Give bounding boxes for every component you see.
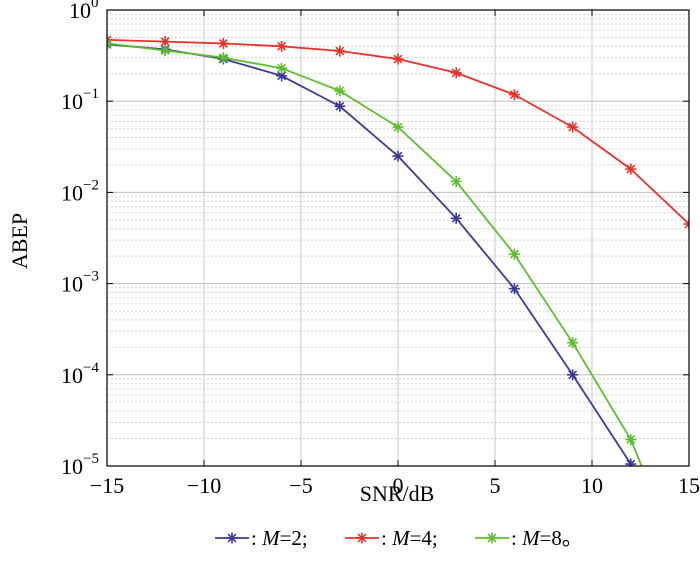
y-tick-exponent: −4 — [83, 360, 99, 376]
legend-label: : M=2; — [251, 526, 308, 550]
data-point-marker — [508, 283, 520, 295]
legend-label: : M=8。 — [511, 526, 583, 550]
data-point-marker — [159, 44, 171, 56]
legend-item: : M=2; — [215, 526, 308, 550]
y-tick-exponent: −5 — [83, 451, 99, 467]
y-tick-label: 10 −3 — [61, 269, 99, 297]
y-tick-exponent: −3 — [83, 269, 99, 285]
data-point-marker — [567, 121, 579, 133]
x-tick-label: 10 — [581, 473, 603, 498]
x-tick-label: 0 — [393, 473, 404, 498]
data-point-marker — [392, 121, 404, 133]
y-tick-base: 10 — [69, 0, 91, 23]
y-tick-base: 10 — [61, 454, 83, 479]
data-point-marker — [159, 36, 171, 48]
y-tick-label: 10 −1 — [61, 86, 99, 114]
series-M-2 — [107, 38, 637, 466]
x-tick-label: 5 — [490, 473, 501, 498]
data-point-marker — [508, 248, 520, 260]
data-point-marker — [450, 175, 462, 187]
legend-item: : M=4; — [345, 526, 438, 550]
y-tick-label: 10 0 — [69, 0, 99, 23]
data-point-marker — [625, 163, 637, 175]
data-point-marker — [567, 337, 579, 349]
data-point-marker — [334, 85, 346, 97]
data-point-marker — [567, 369, 579, 381]
legend: : M=2; : M=4; : M=8。 — [215, 526, 583, 550]
y-axis-label: ABEP — [7, 213, 32, 269]
data-point-marker — [625, 434, 637, 446]
y-tick-label: 10 −2 — [61, 177, 99, 205]
data-point-marker — [334, 45, 346, 57]
y-tick-base: 10 — [61, 272, 83, 297]
data-point-marker — [217, 52, 229, 64]
data-point-marker — [276, 62, 288, 74]
data-point-marker — [276, 40, 288, 52]
x-axis-label: SNR/dB — [360, 481, 435, 506]
series-M-8 — [107, 37, 643, 466]
data-point-marker — [450, 212, 462, 224]
data-point-marker — [107, 37, 113, 49]
data-point-marker — [392, 150, 404, 162]
y-tick-exponent: −1 — [83, 86, 99, 102]
legend-marker — [486, 532, 498, 544]
y-tick-exponent: 0 — [91, 0, 99, 11]
x-tick-label: −5 — [289, 473, 312, 498]
y-tick-base: 10 — [61, 363, 83, 388]
data-point-marker — [392, 53, 404, 65]
series-line — [107, 42, 643, 466]
y-tick-base: 10 — [61, 180, 83, 205]
data-point-marker — [334, 100, 346, 112]
y-tick-label: 10 −5 — [61, 451, 99, 479]
legend-item: : M=8。 — [475, 526, 583, 550]
data-point-marker — [683, 218, 689, 230]
legend-marker — [356, 532, 368, 544]
data-point-marker — [508, 89, 520, 101]
legend-label: : M=4; — [381, 526, 438, 550]
data-series — [107, 34, 689, 466]
x-tick-label: −15 — [90, 473, 124, 498]
y-tick-label: 10 −4 — [61, 360, 99, 388]
data-point-marker — [450, 67, 462, 79]
y-tick-exponent: −2 — [83, 177, 99, 193]
grid-lines — [106, 10, 690, 467]
legend-marker — [226, 532, 238, 544]
data-point-marker — [217, 37, 229, 49]
y-tick-base: 10 — [61, 89, 83, 114]
data-point-marker — [625, 458, 637, 466]
x-tick-label: 15 — [678, 473, 700, 498]
x-tick-label: −10 — [187, 473, 221, 498]
